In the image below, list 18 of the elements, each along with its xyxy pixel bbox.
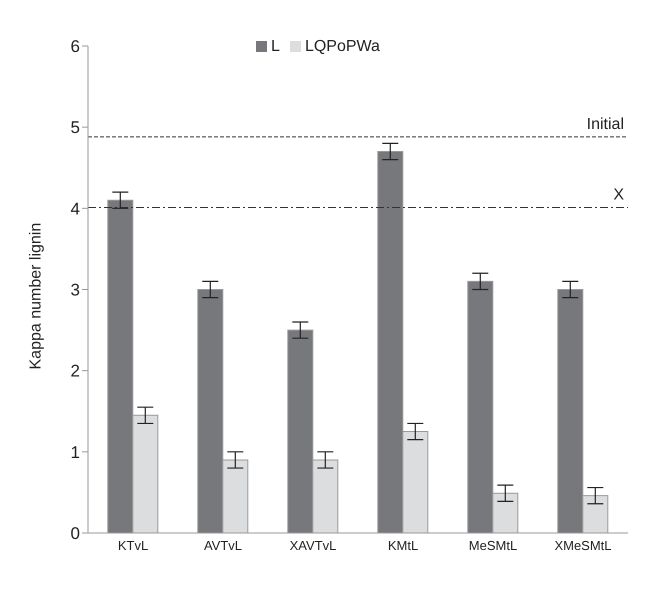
- y-tick-label: 1: [70, 442, 80, 462]
- x-tick-label: KTvL: [118, 538, 148, 554]
- y-tick-label: 3: [70, 280, 80, 300]
- y-tick-label: 0: [70, 524, 80, 544]
- ref-line-label: Initial: [586, 116, 624, 133]
- y-tick-label: 2: [70, 362, 80, 381]
- y-axis-title: Kappa number lignin: [28, 222, 45, 370]
- x-tick-label: MeSMtL: [468, 538, 518, 554]
- y-tick-label: 6: [70, 37, 80, 56]
- ref-line-label: X: [613, 186, 624, 204]
- y-tick-label: 4: [70, 199, 80, 218]
- x-tick-label: XMeSMtL: [554, 538, 612, 554]
- x-tick-label: XAVTvL: [290, 538, 336, 554]
- legend-label: L: [271, 38, 280, 55]
- x-tick-label: KMtL: [388, 538, 418, 554]
- legend-label: LQPoPWa: [304, 38, 380, 55]
- y-tick-label: 5: [70, 118, 80, 138]
- x-tick-label: AVTvL: [204, 538, 242, 554]
